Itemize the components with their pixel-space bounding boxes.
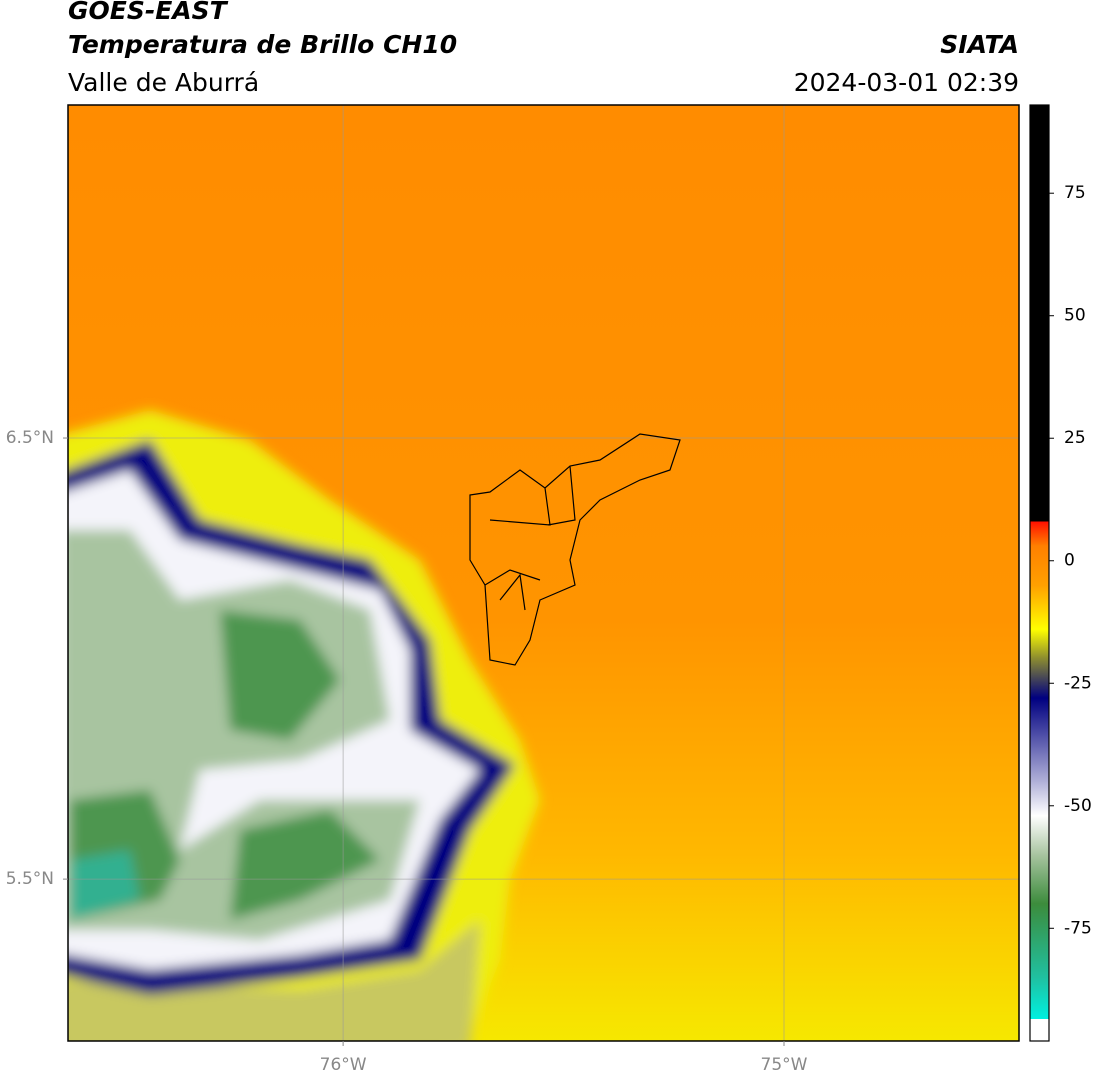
region: Valle de Aburrá <box>68 68 259 97</box>
source: SIATA <box>940 30 1019 59</box>
colorbar-tick-label: -25 <box>1064 673 1092 693</box>
x-tick-label: 76°W <box>320 1055 367 1075</box>
valley-outline <box>469 433 681 666</box>
colorbar-tick-label: 25 <box>1064 428 1086 448</box>
colorbar <box>1029 104 1050 1042</box>
colorbar-tick-label: -50 <box>1064 796 1092 816</box>
y-tick-label: 6.5°N <box>6 428 54 448</box>
title: GOES-EAST <box>68 0 229 25</box>
imagery <box>68 105 1019 1041</box>
colorbar-tick-label: 50 <box>1064 306 1086 326</box>
colorbar-tick-label: 0 <box>1064 551 1075 571</box>
graticule <box>68 105 1019 1041</box>
x-tick-label: 75°W <box>761 1055 808 1075</box>
subtitle: Temperatura de Brillo CH10 <box>68 30 457 59</box>
colorbar-tick-label: 75 <box>1064 183 1086 203</box>
colorbar-tick-label: -75 <box>1064 918 1092 938</box>
y-tick-label: 5.5°N <box>6 869 54 889</box>
datetime: 2024-03-01 02:39 <box>794 68 1019 97</box>
map-frame <box>67 104 1020 1042</box>
